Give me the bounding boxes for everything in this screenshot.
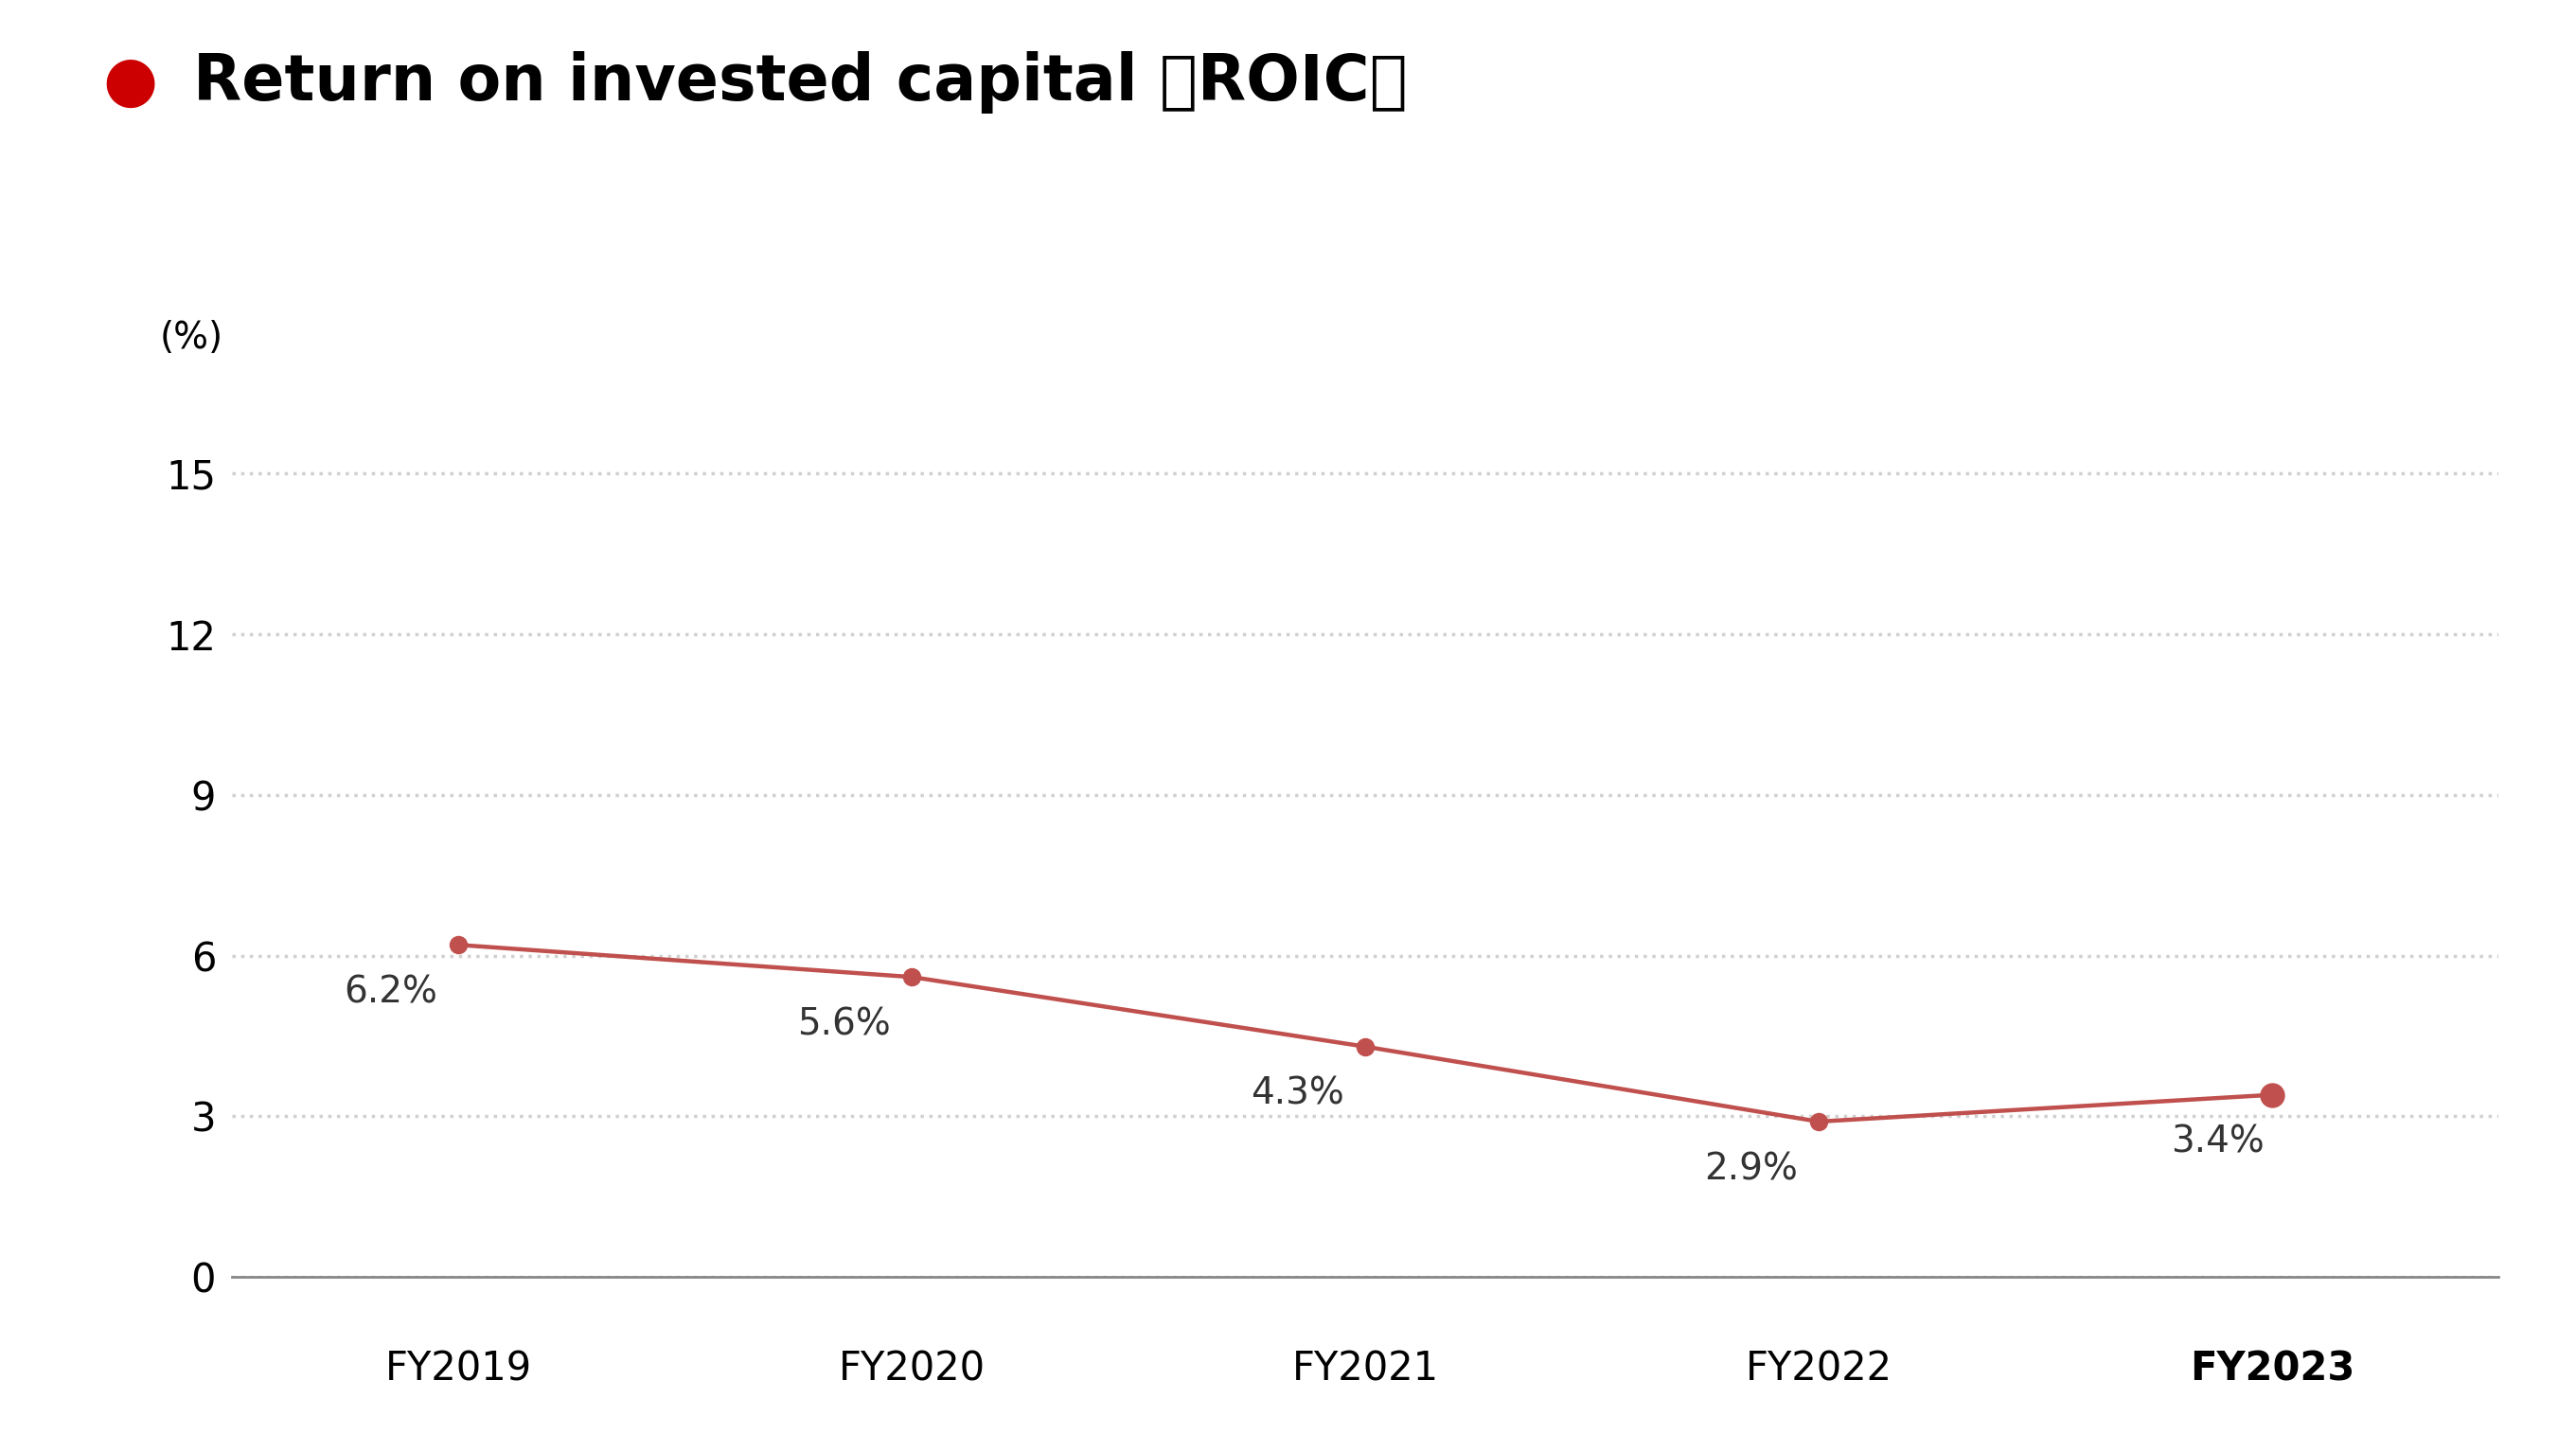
Text: FY2022: FY2022: [1747, 1349, 1891, 1389]
Text: Return on invested capital （ROIC）: Return on invested capital （ROIC）: [193, 51, 1406, 113]
Text: 3.4%: 3.4%: [2172, 1125, 2264, 1161]
Text: FY2019: FY2019: [384, 1349, 533, 1389]
Text: FY2021: FY2021: [1291, 1349, 1440, 1389]
Text: 2.9%: 2.9%: [1703, 1151, 1798, 1187]
Text: (%): (%): [160, 319, 224, 355]
Text: 4.3%: 4.3%: [1249, 1077, 1345, 1111]
Text: FY2020: FY2020: [837, 1349, 987, 1389]
Text: 6.2%: 6.2%: [343, 974, 438, 1010]
Text: ●: ●: [103, 51, 157, 113]
Text: 5.6%: 5.6%: [796, 1007, 891, 1042]
Text: FY2023: FY2023: [2190, 1349, 2354, 1389]
